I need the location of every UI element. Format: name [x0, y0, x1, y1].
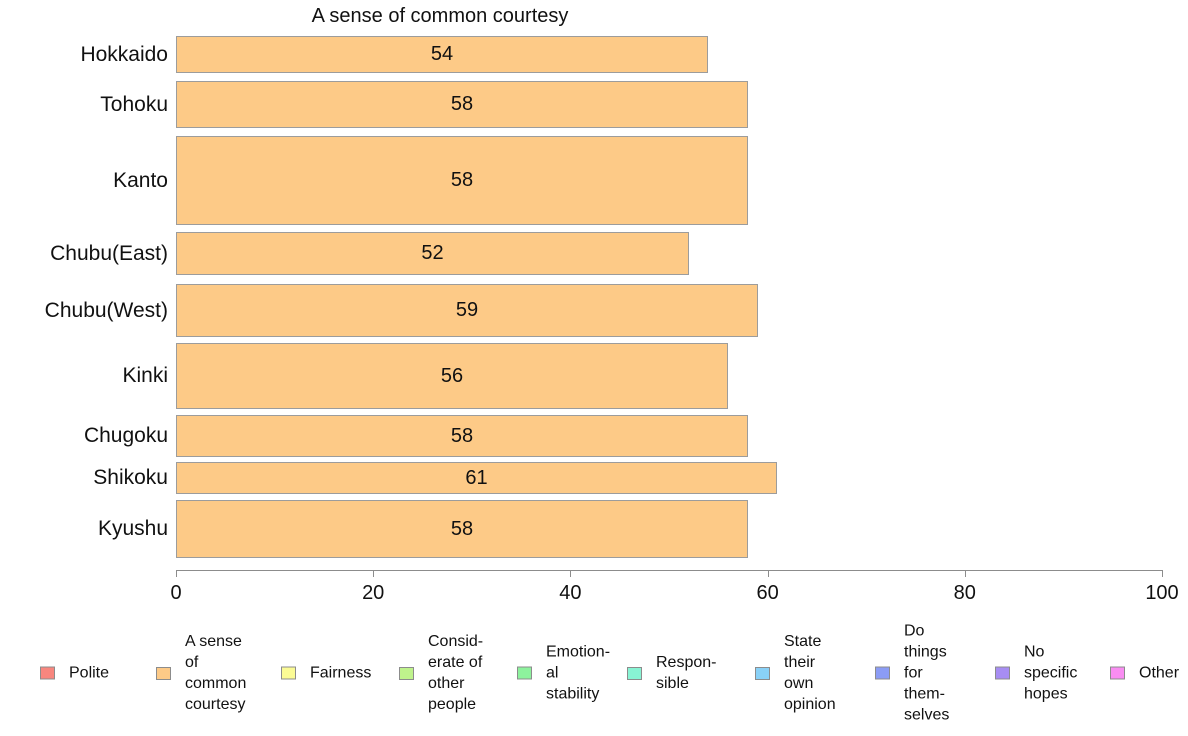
bar-value-label: 61 [465, 466, 488, 489]
y-category-label: Hokkaido [80, 42, 168, 66]
y-category-label: Kinki [122, 364, 168, 387]
x-axis-tick-label: 100 [1145, 582, 1179, 604]
legend-label: Other [1139, 664, 1180, 682]
legend-label: Consid- erate of other people [428, 633, 484, 713]
legend-swatch-icon [517, 666, 532, 680]
legend-entry: Consid- erate of other people [399, 631, 483, 715]
x-axis-tick [570, 570, 572, 577]
legend-entry: Emotion- al stability [517, 642, 610, 705]
legend-label: Respon- sible [656, 654, 717, 692]
bar-chubu-west-: 59 [176, 284, 758, 337]
legend-label: Do things for them- selves [904, 622, 950, 724]
bar-kinki: 56 [176, 343, 728, 409]
y-category-label: Shikoku [93, 466, 168, 489]
bar-shikoku: 61 [176, 462, 777, 494]
x-axis-line [176, 570, 1162, 571]
bar-chubu-east-: 52 [176, 232, 689, 275]
bar-kyushu: 58 [176, 500, 748, 558]
legend-label: State their own opinion [784, 633, 836, 713]
legend-label: Polite [69, 664, 110, 682]
legend-entry: Respon- sible [627, 652, 716, 694]
legend-swatch-icon [875, 666, 890, 680]
bar-kanto: 58 [176, 136, 748, 225]
legend-entry: Polite [40, 663, 109, 684]
legend-label: Emotion- al stability [546, 643, 611, 703]
x-axis-tick-label: 40 [559, 582, 582, 604]
legend-swatch-icon [627, 666, 642, 680]
chart-title: A sense of common courtesy [311, 5, 569, 27]
legend-entry: State their own opinion [755, 631, 836, 715]
x-axis-tick-label: 80 [953, 582, 976, 604]
x-axis-tick [373, 570, 375, 577]
bar-chugoku: 58 [176, 415, 748, 457]
legend-entry: Do things for them- selves [875, 621, 949, 726]
bar-value-label: 52 [421, 242, 444, 264]
legend-label: A sense of common courtesy [185, 633, 247, 713]
bar-value-label: 58 [450, 169, 474, 191]
bar-value-label: 54 [430, 43, 454, 65]
x-axis-tick-label: 60 [756, 582, 779, 604]
bar-value-label: 59 [455, 299, 479, 321]
legend-entry: Other [1110, 663, 1179, 684]
legend-swatch-icon [40, 666, 55, 680]
legend-swatch-icon [995, 666, 1010, 680]
legend-swatch-icon [755, 666, 770, 680]
x-axis-tick [964, 570, 966, 577]
x-axis-tick [767, 570, 769, 577]
y-category-label: Tohoku [100, 92, 168, 116]
y-category-label: Kyushu [97, 517, 168, 540]
y-category-label: Kanto [113, 168, 168, 192]
bar-tohoku: 58 [176, 81, 748, 128]
x-axis-tick [1162, 570, 1163, 577]
legend-swatch-icon [281, 666, 296, 680]
legend-entry: A sense of common courtesy [156, 631, 246, 715]
legend-swatch-icon [156, 666, 171, 680]
bar-hokkaido: 54 [176, 36, 708, 73]
legend-entry: No specific hopes [995, 642, 1077, 705]
x-axis-tick [176, 570, 177, 577]
legend-swatch-icon [399, 666, 414, 680]
legend-swatch-icon [1110, 666, 1125, 680]
y-category-label: Chubu(West) [44, 298, 168, 322]
x-axis-tick-label: 0 [170, 582, 182, 604]
legend-label: Fairness [310, 664, 372, 682]
x-axis-tick-label: 20 [362, 582, 385, 604]
bar-value-label: 56 [440, 364, 464, 387]
bar-value-label: 58 [450, 424, 474, 447]
legend-entry: Fairness [281, 663, 371, 684]
bar-value-label: 58 [450, 517, 474, 540]
y-category-label: Chubu(East) [50, 241, 168, 265]
bar-value-label: 58 [450, 93, 474, 115]
y-category-label: Chugoku [83, 424, 168, 447]
legend-label: No specific hopes [1024, 643, 1078, 703]
